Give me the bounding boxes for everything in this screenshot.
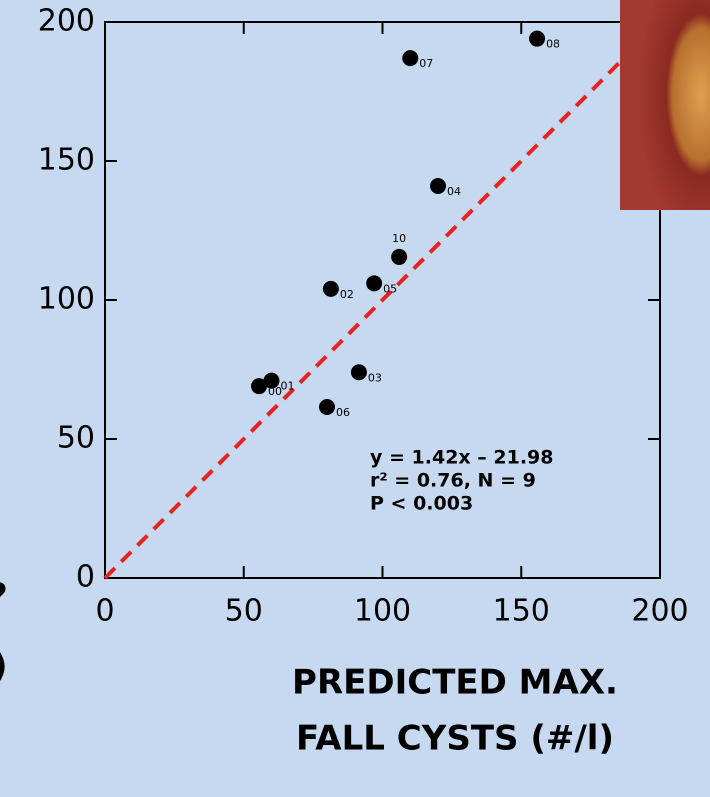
y-tick-label: 0 — [76, 560, 95, 595]
y-tick-label: 100 — [38, 282, 95, 317]
point — [402, 50, 419, 67]
point-label: 07 — [419, 57, 433, 70]
point — [263, 372, 280, 389]
point-label: 03 — [368, 371, 382, 384]
x-axis-title: FALL CYSTS (#/l) — [296, 719, 614, 759]
point — [322, 280, 339, 297]
x-axis-title: PREDICTED MAX. — [292, 663, 618, 703]
point — [529, 30, 546, 47]
photo — [620, 0, 710, 210]
point — [251, 378, 268, 395]
point-label: 05 — [383, 282, 397, 295]
point-label: 06 — [336, 406, 350, 419]
point — [430, 178, 446, 195]
x-tick-label: 150 — [493, 594, 550, 629]
point — [350, 364, 367, 381]
point — [366, 275, 383, 292]
annotation: P < 0.003 — [370, 493, 473, 515]
point-label: 08 — [546, 38, 560, 51]
point-label: 02 — [340, 288, 354, 301]
x-tick-label: 0 — [95, 594, 114, 629]
y-tick-label: 150 — [38, 143, 95, 178]
y-tick-label: 200 — [38, 4, 95, 39]
point-label: 01 — [281, 380, 295, 393]
point — [391, 248, 408, 265]
annotation: r² = 0.76, N = 9 — [370, 470, 536, 492]
x-tick-label: 200 — [631, 594, 688, 629]
cut-off-text: ? — [0, 577, 8, 617]
y-tick-label: 50 — [57, 421, 95, 456]
annotation: y = 1.42x – 21.98 — [370, 447, 554, 469]
reference-line — [103, 20, 662, 580]
x-tick-label: 100 — [354, 594, 411, 629]
point — [319, 399, 335, 416]
cut-off-text: ) — [0, 647, 8, 687]
point-label: 04 — [447, 185, 461, 198]
x-tick-label: 50 — [225, 594, 263, 629]
point-label: 10 — [392, 232, 406, 245]
